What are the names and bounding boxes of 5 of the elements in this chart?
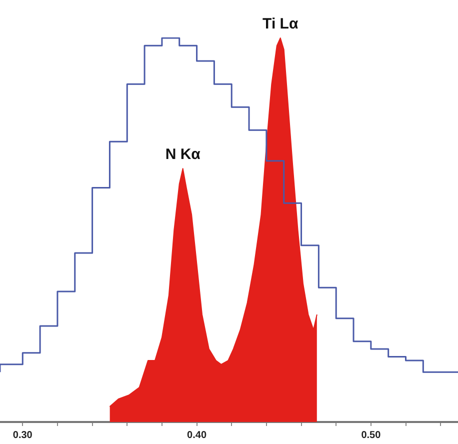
annotation: Ti Lα bbox=[262, 16, 299, 33]
x-tick-label: 0.40 bbox=[187, 430, 207, 441]
x-tick-label: 0.50 bbox=[361, 430, 382, 441]
x-tick-label: 0.30 bbox=[12, 430, 33, 441]
annotation: N Kα bbox=[165, 146, 202, 164]
